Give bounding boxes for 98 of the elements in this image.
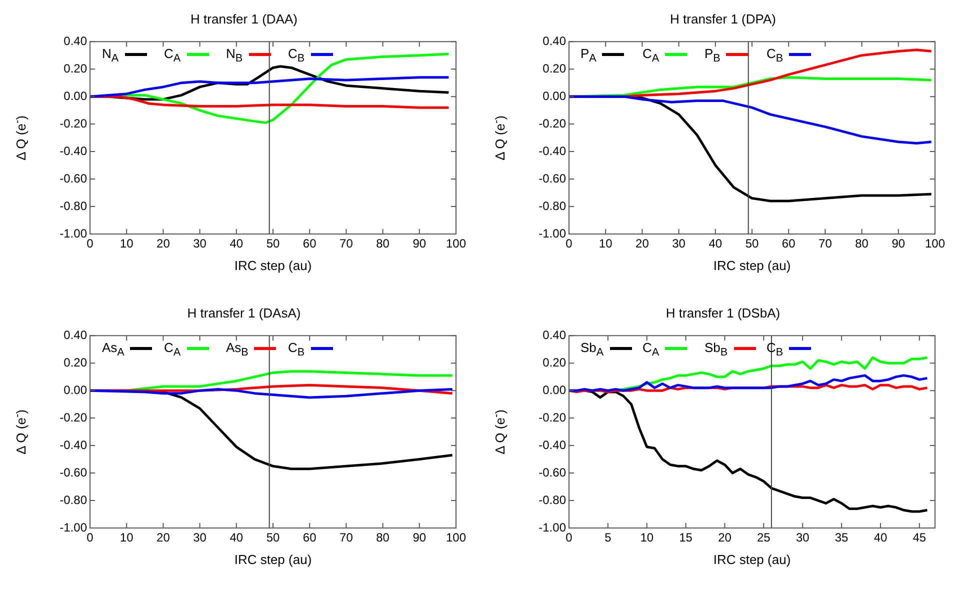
x-axis-title: IRC step (au) bbox=[234, 552, 312, 567]
y-tick-label: -0.60 bbox=[60, 171, 88, 186]
y-tick-label: 0.40 bbox=[64, 328, 88, 342]
x-tick-label: 40 bbox=[230, 236, 244, 251]
x-tick-label: 15 bbox=[678, 530, 692, 545]
y-tick-label: -1.00 bbox=[60, 520, 88, 534]
x-tick-label: 20 bbox=[156, 236, 170, 251]
x-tick-label: 0 bbox=[565, 530, 572, 545]
x-axis-title: IRC step (au) bbox=[712, 258, 790, 273]
y-tick-label: -0.60 bbox=[538, 171, 566, 186]
x-tick-label: 90 bbox=[891, 236, 905, 251]
x-tick-label: 40 bbox=[230, 530, 244, 545]
y-tick-label: -0.60 bbox=[60, 465, 88, 480]
y-tick-label: -0.80 bbox=[60, 492, 88, 507]
y-tick-label: -0.80 bbox=[538, 492, 566, 507]
legend-label: As$_{A}$ bbox=[102, 340, 124, 358]
legend-label: C$_{A}$ bbox=[642, 340, 660, 358]
legend-label: Sb$_{B}$ bbox=[704, 340, 728, 358]
y-tick-label: -0.40 bbox=[538, 144, 566, 158]
x-axis-title: IRC step (au) bbox=[712, 552, 790, 567]
x-tick-label: 20 bbox=[156, 530, 170, 545]
x-tick-label: 50 bbox=[266, 530, 280, 545]
y-tick-label: -0.20 bbox=[538, 116, 566, 130]
chart-title: H transfer 1 (DPA) bbox=[670, 11, 776, 26]
chart-title: H transfer 1 (DSbA) bbox=[665, 305, 780, 320]
y-tick-label: 0.20 bbox=[64, 61, 88, 76]
x-tick-label: 80 bbox=[376, 530, 390, 545]
y-tick-label: 0.00 bbox=[64, 88, 88, 103]
y-tick-label: -0.40 bbox=[60, 144, 88, 158]
y-tick-label: 0.00 bbox=[542, 88, 566, 103]
legend-label: C$_{A}$ bbox=[164, 46, 181, 64]
x-tick-label: 30 bbox=[193, 530, 207, 545]
legend-label: P$_{B}$ bbox=[704, 46, 720, 64]
y-tick-label: 0.40 bbox=[542, 34, 566, 48]
legend-label: C$_{B}$ bbox=[766, 46, 784, 64]
chart-title: H transfer 1 (DAsA) bbox=[187, 305, 301, 320]
x-tick-label: 30 bbox=[193, 236, 207, 251]
y-tick-label: 0.20 bbox=[542, 61, 566, 76]
x-tick-label: 80 bbox=[854, 236, 868, 251]
chart-title: H transfer 1 (DAA) bbox=[190, 11, 298, 26]
x-tick-label: 70 bbox=[340, 530, 354, 545]
y-tick-label: -0.80 bbox=[60, 198, 88, 213]
y-tick-label: -0.20 bbox=[60, 410, 88, 424]
legend-label: C$_{B}$ bbox=[288, 340, 305, 358]
x-tick-label: 100 bbox=[446, 236, 466, 251]
x-tick-label: 40 bbox=[873, 530, 887, 545]
x-tick-label: 10 bbox=[120, 530, 134, 545]
x-tick-label: 0 bbox=[565, 236, 572, 251]
x-tick-label: 100 bbox=[924, 236, 945, 251]
x-tick-label: 10 bbox=[598, 236, 612, 251]
x-tick-label: 0 bbox=[86, 236, 94, 251]
x-tick-label: 80 bbox=[376, 236, 390, 251]
x-tick-label: 20 bbox=[718, 530, 732, 545]
x-tick-label: 90 bbox=[412, 236, 426, 251]
x-tick-label: 45 bbox=[912, 530, 926, 545]
x-tick-label: 70 bbox=[340, 236, 354, 251]
y-tick-label: 0.40 bbox=[64, 34, 88, 48]
legend-label: N$_{B}$ bbox=[226, 46, 243, 64]
legend-label: C$_{A}$ bbox=[642, 46, 660, 64]
x-tick-label: 100 bbox=[446, 530, 466, 545]
x-tick-label: 90 bbox=[412, 530, 426, 545]
y-tick-label: 0.20 bbox=[542, 355, 566, 370]
x-tick-label: 25 bbox=[756, 530, 770, 545]
x-tick-label: 60 bbox=[302, 236, 317, 251]
x-tick-label: 50 bbox=[744, 236, 758, 251]
y-tick-label: 0.40 bbox=[542, 328, 566, 342]
x-tick-label: 40 bbox=[708, 236, 722, 251]
legend-label: Sb$_{A}$ bbox=[580, 340, 604, 358]
x-tick-label: 10 bbox=[640, 530, 654, 545]
y-tick-label: -1.00 bbox=[60, 226, 88, 240]
x-tick-label: 0 bbox=[86, 530, 94, 545]
legend-label: N$_{A}$ bbox=[102, 46, 119, 64]
y-tick-label: -0.40 bbox=[60, 438, 88, 452]
y-tick-label: 0.20 bbox=[64, 355, 88, 370]
y-tick-label: -0.20 bbox=[538, 410, 566, 424]
y-tick-label: -0.80 bbox=[538, 198, 566, 213]
x-tick-label: 50 bbox=[266, 236, 280, 251]
y-tick-label: 0.00 bbox=[542, 382, 566, 397]
x-axis-title: IRC step (au) bbox=[234, 258, 312, 273]
y-tick-label: -1.00 bbox=[538, 520, 566, 534]
x-tick-label: 60 bbox=[781, 236, 796, 251]
x-tick-label: 30 bbox=[672, 236, 686, 251]
x-tick-label: 70 bbox=[818, 236, 832, 251]
y-tick-label: -0.40 bbox=[538, 438, 566, 452]
x-tick-label: 35 bbox=[834, 530, 848, 545]
legend-label: C$_{B}$ bbox=[288, 46, 305, 64]
x-tick-label: 5 bbox=[604, 530, 612, 545]
x-tick-label: 10 bbox=[120, 236, 134, 251]
y-tick-label: -1.00 bbox=[538, 226, 566, 240]
legend-label: P$_{A}$ bbox=[580, 46, 596, 64]
legend-label: C$_{A}$ bbox=[164, 340, 181, 358]
x-tick-label: 60 bbox=[302, 530, 317, 545]
legend-label: As$_{B}$ bbox=[226, 340, 248, 358]
x-tick-label: 30 bbox=[795, 530, 810, 545]
y-tick-label: -0.60 bbox=[538, 465, 566, 480]
y-tick-label: -0.20 bbox=[60, 116, 88, 130]
x-tick-label: 20 bbox=[635, 236, 649, 251]
y-tick-label: 0.00 bbox=[64, 382, 88, 397]
